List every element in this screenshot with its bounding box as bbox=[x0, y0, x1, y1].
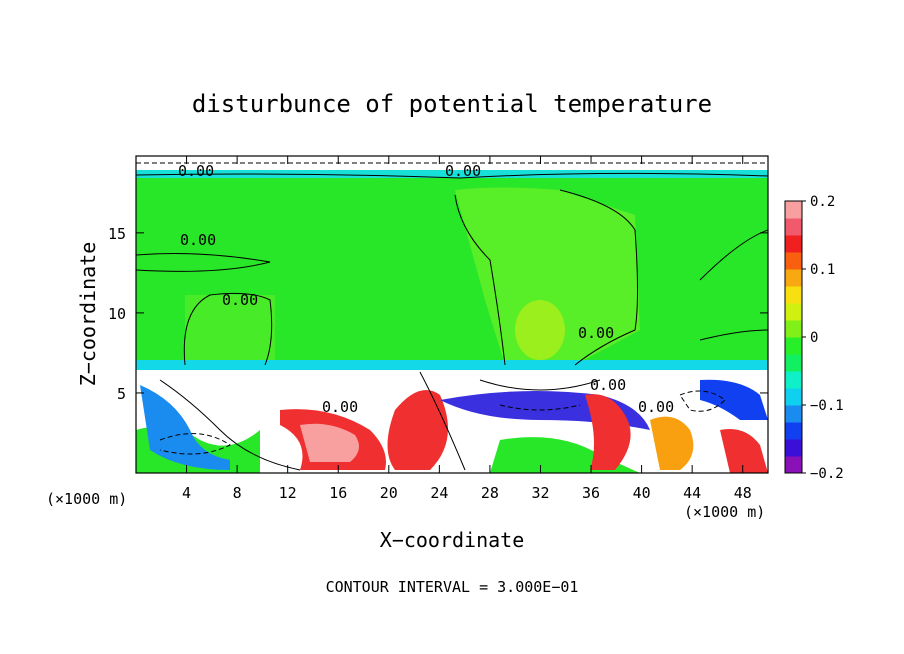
contour-label: 0.00 bbox=[590, 376, 626, 394]
contour-label: 0.00 bbox=[180, 231, 216, 249]
field-lower-blue-3 bbox=[700, 379, 768, 420]
field-lower-orange bbox=[650, 416, 694, 470]
field-column-left bbox=[185, 295, 275, 365]
colorbar-tick-label: 0 bbox=[810, 330, 818, 346]
plot-frame bbox=[135, 155, 769, 474]
x-tick-label: 28 bbox=[481, 484, 499, 502]
y-axis-label: Z−coordinate bbox=[76, 242, 100, 387]
x-tick-label: 32 bbox=[531, 484, 549, 502]
x-tick-label: 8 bbox=[233, 484, 242, 502]
field-lower-red-4 bbox=[720, 429, 768, 473]
colorbar-swatch bbox=[785, 218, 802, 236]
contour-label: 0.00 bbox=[322, 398, 358, 416]
colorbar-tick-label: 0.1 bbox=[810, 262, 835, 278]
field-column-right bbox=[455, 187, 640, 365]
colorbar-swatch bbox=[785, 252, 802, 270]
contour-label: 0.00 bbox=[445, 162, 481, 180]
chart-title: disturbunce of potential temperature bbox=[192, 90, 712, 118]
contour-label: 0.00 bbox=[578, 324, 614, 342]
field-lower-blue-1 bbox=[140, 385, 230, 470]
contour-label: 0.00 bbox=[222, 291, 258, 309]
colorbar-swatch bbox=[785, 422, 802, 440]
x-tick-label: 24 bbox=[430, 484, 448, 502]
plot-area bbox=[136, 156, 768, 473]
y-tick-label: 10 bbox=[108, 305, 126, 323]
colorbar-tick-label: −0.1 bbox=[810, 398, 844, 414]
colorbar-swatch bbox=[785, 320, 802, 338]
x-unit-right: (×1000 m) bbox=[684, 503, 765, 521]
field-lower-red-2 bbox=[387, 390, 448, 470]
colorbar-swatch bbox=[785, 286, 802, 304]
colorbar-tick-label: −0.2 bbox=[810, 466, 844, 482]
x-tick-label: 48 bbox=[734, 484, 752, 502]
colorbar-swatch bbox=[785, 371, 802, 389]
y-tick-label: 5 bbox=[117, 385, 126, 403]
x-tick-label: 4 bbox=[182, 484, 191, 502]
colorbar-swatch bbox=[785, 354, 802, 372]
colorbar-swatch bbox=[785, 303, 802, 321]
colorbar-swatch bbox=[785, 456, 802, 474]
colorbar-swatch bbox=[785, 269, 802, 287]
contour-label: 0.00 bbox=[178, 162, 214, 180]
x-axis-label: X−coordinate bbox=[380, 528, 525, 552]
contour-labels: 0.00 0.00 0.00 0.00 0.00 0.00 0.00 0.00 bbox=[178, 162, 674, 416]
colorbar-swatch bbox=[785, 388, 802, 406]
contour-lines-dashed bbox=[136, 162, 768, 455]
field-yellow-spot bbox=[515, 300, 565, 360]
contour-lines bbox=[136, 172, 768, 471]
x-tick-label: 20 bbox=[380, 484, 398, 502]
contour-interval-note: CONTOUR INTERVAL = 3.000E−01 bbox=[326, 578, 579, 596]
field-lower-red-3 bbox=[585, 394, 631, 470]
y-tick-label: 15 bbox=[108, 225, 126, 243]
colorbar-swatch bbox=[785, 201, 802, 219]
field-lower-pink bbox=[300, 423, 359, 462]
colorbar-swatch bbox=[785, 439, 802, 457]
field-interface-band bbox=[136, 360, 768, 372]
x-tick-label: 44 bbox=[683, 484, 701, 502]
x-tick-label: 16 bbox=[329, 484, 347, 502]
contour-label: 0.00 bbox=[638, 398, 674, 416]
x-axis: 4 8 12 16 20 24 28 32 36 40 44 48 bbox=[182, 156, 752, 502]
x-tick-label: 40 bbox=[633, 484, 651, 502]
colorbar: 0.2 0.1 0 −0.1 −0.2 bbox=[784, 194, 844, 482]
colorbar-swatch bbox=[785, 405, 802, 423]
y-axis: 5 10 15 bbox=[108, 225, 768, 403]
colorbar-tick-label: 0.2 bbox=[810, 194, 835, 210]
colorbar-swatch bbox=[785, 337, 802, 355]
colorbar-swatch bbox=[785, 235, 802, 253]
x-unit-left: (×1000 m) bbox=[46, 490, 127, 508]
x-tick-label: 36 bbox=[582, 484, 600, 502]
x-tick-label: 12 bbox=[279, 484, 297, 502]
field-top-band bbox=[136, 170, 768, 178]
